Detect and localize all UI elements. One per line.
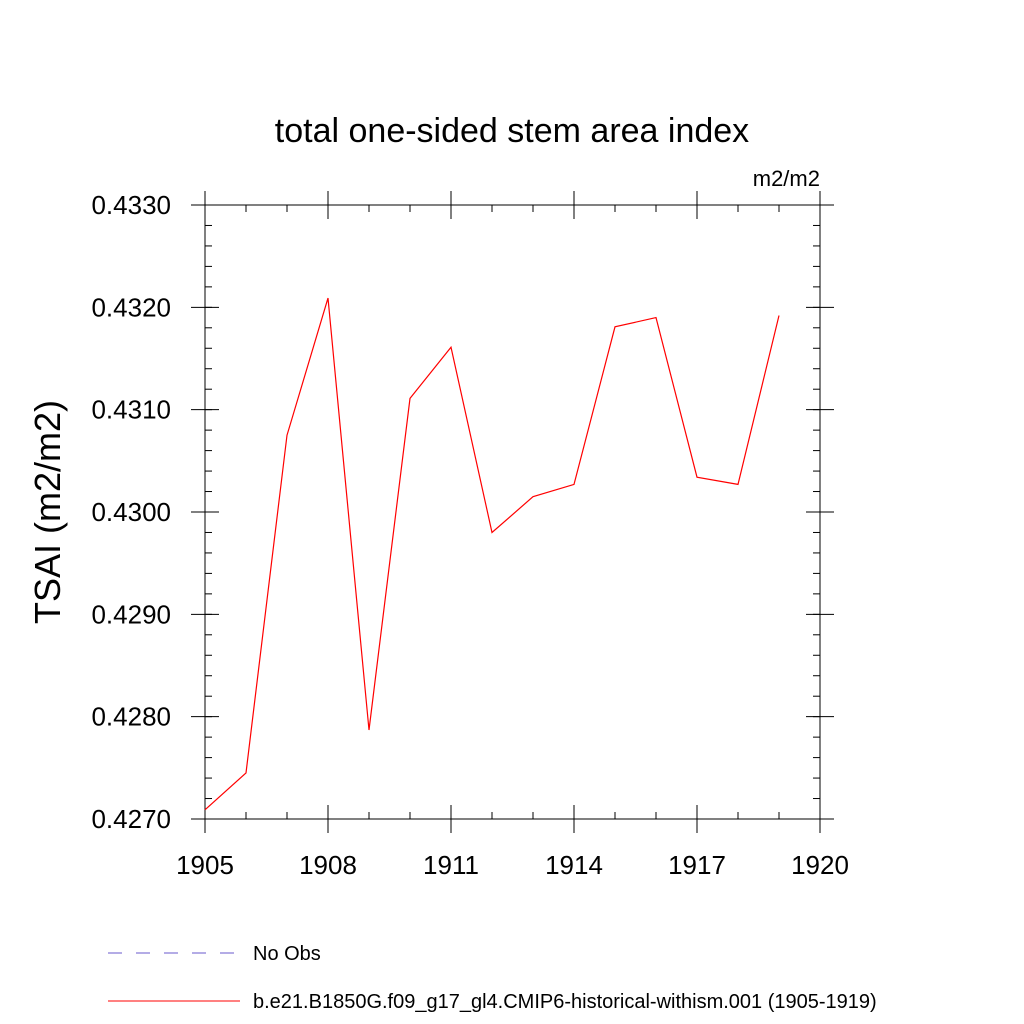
chart-title: total one-sided stem area index [275, 112, 749, 150]
y-tick-label: 0.4270 [91, 804, 171, 834]
y-tick-label: 0.4290 [91, 599, 171, 629]
major-ticks [191, 191, 834, 833]
y-tick-labels: 0.4270 0.4280 0.4290 0.4300 0.4310 0.4320 0.43… [91, 190, 171, 834]
legend-label: b.e21.B1850G.f09_g17_gl4.CMIP6-historica… [253, 991, 877, 1013]
legend: No Obs b.e21.B1850G.f09_g17_gl4.CMIP6-his… [108, 943, 877, 1013]
x-tick-label: 1905 [176, 850, 234, 880]
y-tick-label: 0.4330 [91, 190, 171, 220]
legend-label: No Obs [253, 943, 321, 965]
y-tick-label: 0.4300 [91, 497, 171, 527]
plot-frame [204, 204, 821, 820]
series-line [204, 297, 780, 811]
x-tick-label: 1911 [423, 850, 479, 880]
x-tick-label: 1914 [545, 850, 603, 880]
x-tick-label: 1908 [299, 850, 357, 880]
y-axis-label: TSAI (m2/m2) [27, 400, 68, 624]
x-tick-label: 1920 [791, 850, 849, 880]
x-tick-label: 1917 [668, 850, 726, 880]
y-tick-label: 0.4310 [91, 395, 171, 425]
units-label: m2/m2 [753, 166, 820, 191]
minor-ticks [204, 204, 821, 820]
y-tick-label: 0.4280 [91, 702, 171, 732]
plot-border [204, 204, 821, 820]
y-tick-label: 0.4320 [91, 292, 171, 322]
x-tick-labels: 1905 1908 1911 1914 1917 1920 [176, 850, 849, 880]
series-layer [204, 297, 780, 811]
